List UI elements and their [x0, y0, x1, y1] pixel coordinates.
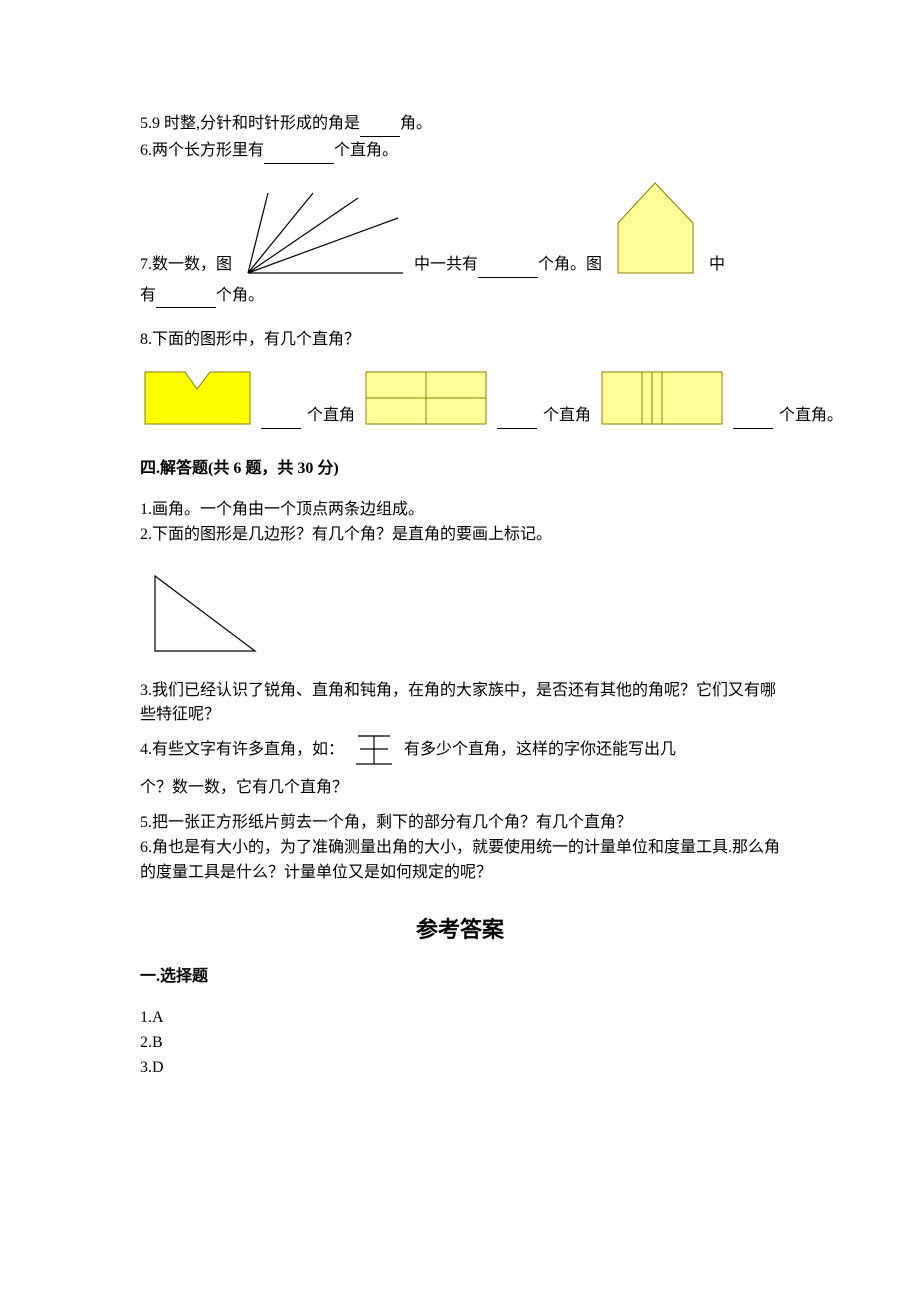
wang-character-figure	[352, 730, 396, 770]
answer-item: 2.B	[140, 1031, 780, 1056]
s4-q4-line1: 4.有些文字有许多直角，如： 有多少个直角，这样的字你还能写出几	[140, 730, 780, 770]
section-4-heading: 四.解答题(共 6 题，共 30 分)	[140, 457, 780, 482]
q5-prefix: 5.9 时整,分针和时针形成的角是	[140, 112, 360, 137]
q8-label-b: 个直角	[543, 404, 591, 429]
fan-angles-figure	[238, 188, 408, 278]
q8-shape-c	[597, 367, 727, 429]
right-triangle-figure	[140, 566, 270, 661]
q7-prefix: 7.数一数，图	[140, 253, 232, 278]
page: 5.9 时整,分针和时针形成的角是 角。 6.两个长方形里有 个直角。 7.数一…	[0, 0, 920, 1141]
q7-blank2	[156, 290, 216, 309]
answers-title: 参考答案	[140, 913, 780, 947]
s4-q4-mid: 有多少个直角，这样的字你还能写出几	[404, 738, 676, 763]
answer-item: 1.A	[140, 1006, 780, 1031]
q6-suffix: 个直角。	[334, 139, 398, 164]
q8-title: 8.下面的图形中，有几个直角？	[140, 328, 780, 353]
q6-blank	[264, 145, 334, 164]
question-5: 5.9 时整,分针和时针形成的角是 角。	[140, 112, 780, 137]
q8-shape-b	[361, 367, 491, 429]
q5-suffix: 角。	[400, 112, 432, 137]
q8-shape-a	[140, 367, 255, 429]
s4-q2: 2.下面的图形是几边形？有几个角？是直角的要画上标记。	[140, 523, 780, 548]
s4-q4-line2: 个？数一数，它有几个直角？	[140, 776, 780, 801]
q6-prefix: 6.两个长方形里有	[140, 139, 264, 164]
q7-mid1: 中一共有	[414, 253, 478, 278]
q7-l2-prefix: 有	[140, 284, 156, 309]
answers-section1-heading: 一.选择题	[140, 965, 780, 990]
q8-blank-b	[497, 411, 537, 430]
q5-blank	[360, 118, 400, 137]
q7-mid2: 个角。图	[538, 253, 602, 278]
q7-blank1	[478, 259, 538, 278]
q8-label-a: 个直角	[307, 404, 355, 429]
q8-figures-row: 个直角 个直角 个直角。	[140, 367, 780, 429]
question-8: 8.下面的图形中，有几个直角？ 个直角 个直角	[140, 328, 780, 429]
s4-q4-prefix: 4.有些文字有许多直角，如：	[140, 738, 344, 763]
q7-l2-suffix: 个角。	[216, 284, 264, 309]
s4-q3: 3.我们已经认识了锐角、直角和钝角，在角的大家族中，是否还有其他的角呢？它们又有…	[140, 679, 780, 729]
q8-blank-c	[733, 411, 773, 430]
question-6: 6.两个长方形里有 个直角。	[140, 139, 780, 164]
question-7-line1: 7.数一数，图 中一共有 个角。图 中	[140, 178, 780, 278]
question-7-line2: 有 个角。	[140, 284, 780, 309]
q8-blank-a	[261, 411, 301, 430]
answer-item: 3.D	[140, 1056, 780, 1081]
house-pentagon-figure	[608, 178, 703, 278]
s4-q6: 6.角也是有大小的，为了准确测量出角的大小，就要使用统一的计量单位和度量工具.那…	[140, 836, 780, 886]
s4-q5: 5.把一张正方形纸片剪去一个角，剩下的部分有几个角？有几个直角？	[140, 811, 780, 836]
q7-suffix1: 中	[709, 253, 725, 278]
s4-q1: 1.画角。一个角由一个顶点两条边组成。	[140, 498, 780, 523]
q8-label-c: 个直角。	[779, 404, 843, 429]
